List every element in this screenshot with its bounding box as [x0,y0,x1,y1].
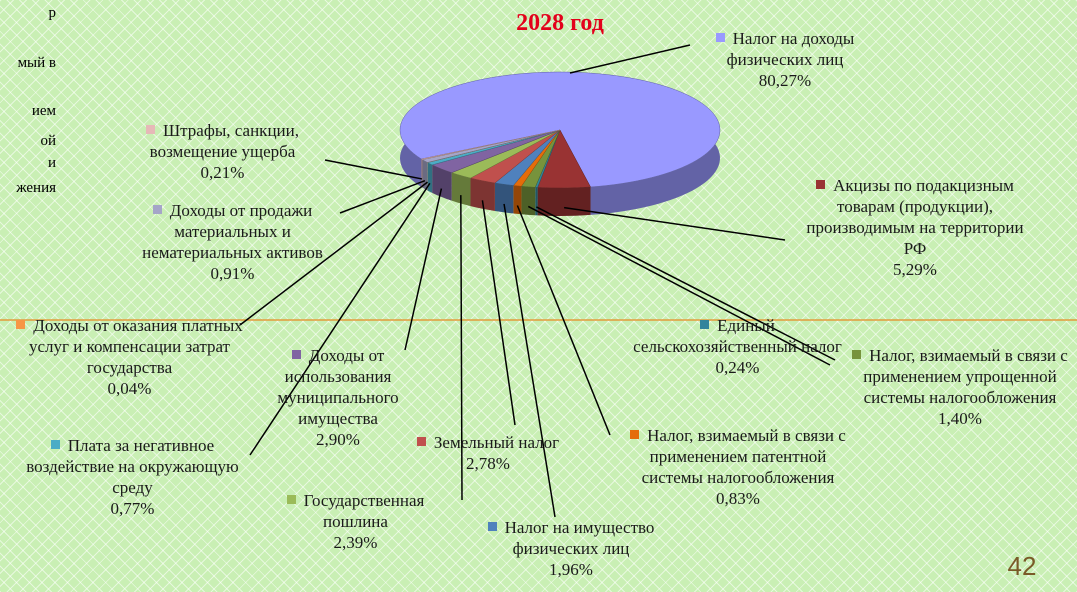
legend-marker [487,522,497,531]
category-label: Доходы от оказания платных услуг и компе… [28,316,243,377]
data-label: Плата за негативное воздействие на окруж… [20,435,245,519]
data-label: Доходы от оказания платных услуг и компе… [12,315,247,399]
data-label: Доходы от использования муниципального и… [248,345,428,450]
slice-side [494,182,514,214]
category-label: Налог, взимаемый в связи с применением у… [863,346,1068,407]
data-label: Налог, взимаемый в связи с применением п… [628,425,848,509]
legend-marker [700,320,710,329]
data-label: Налог, взимаемый в связи с применением у… [850,345,1070,429]
slice-side [513,185,522,215]
slide-number: 42 [1008,551,1037,581]
category-label: Единый сельскохозяйственный налог [633,316,842,356]
legend-marker [146,125,156,134]
leader-line [516,205,611,436]
data-label: Налог на имущество физических лиц 1,96% [476,517,666,580]
value-label: 0,04% [107,379,152,398]
leader-line [324,159,423,180]
slice [420,129,561,160]
chart-title: 2028 год [516,10,604,36]
value-label: 0,83% [716,489,760,508]
legend-marker [416,437,426,446]
legend-marker [286,495,296,504]
leader-line [527,205,831,366]
value-label: 80,27% [758,71,812,90]
text-fragment: жения [16,180,56,196]
slice-side [535,187,538,216]
text-fragment: ием [31,103,56,119]
leader-line [404,188,443,351]
legend-marker [715,33,725,42]
text-fragment: мый в [17,55,56,71]
slice-side [421,159,423,188]
leader-line [481,200,516,426]
slice-side [537,186,591,216]
value-label: 0,24% [715,358,760,377]
legend-marker [16,320,26,329]
slice-side [470,178,495,211]
category-label: Налог на имущество физических лиц [504,518,655,558]
value-label: 2,39% [333,533,378,552]
category-label: Налог, взимаемый в связи с применением п… [641,426,846,487]
legend-marker [152,205,162,214]
data-label: Налог на доходы физических лиц 80,27% [690,28,880,91]
legend-marker [291,350,301,359]
value-label: 5,29% [893,260,937,279]
category-label: Земельный налог [433,433,560,452]
legend-marker [630,430,640,439]
leader-line [339,179,426,214]
category-label: Акцизы по подакцизным товарам (продукции… [806,176,1024,258]
text-fragment: ой [40,133,56,149]
data-label: Акцизы по подакцизным товарам (продукции… [800,175,1030,280]
value-label: 1,40% [938,409,982,428]
value-label: 0,91% [210,264,255,283]
leader-line [536,206,836,361]
text-fragment: р [48,5,57,21]
leader-line [239,181,428,326]
slice [537,129,591,189]
category-label: Штрафы, санкции, возмещение ущерба [149,121,299,161]
leader-line [503,203,556,518]
value-label: 2,78% [466,454,510,473]
value-label: 2,90% [316,430,360,449]
legend-marker [852,350,862,359]
category-label: Налог на доходы физических лиц [726,29,855,69]
leader-line [564,206,786,241]
category-label: Доходы от использования муниципального и… [277,346,399,428]
leader-line [460,195,463,501]
leader-line [249,182,431,456]
leader-line [569,44,691,74]
value-label: 0,77% [110,499,155,518]
value-label: 1,96% [549,560,593,579]
slice-side [451,172,471,207]
legend-marker [50,440,60,449]
text-fragment: и [47,155,56,171]
data-label: Единый сельскохозяйственный налог 0,24% [630,315,845,378]
slice-side [432,164,452,201]
legend-marker [816,180,826,189]
value-label: 0,21% [200,163,245,182]
data-label: Государственная пошлина 2,39% [263,490,448,553]
category-label: Плата за негативное воздействие на окруж… [26,436,239,497]
data-label: Земельный налог 2,78% [398,432,578,474]
category-label: Доходы от продажи материальных и нематер… [142,201,323,262]
data-label: Доходы от продажи материальных и нематер… [120,200,345,284]
data-label: Штрафы, санкции, возмещение ущерба 0,21% [110,120,335,183]
slice-side [521,186,536,216]
category-label: Государственная пошлина [303,491,425,531]
slice-side [427,162,433,193]
